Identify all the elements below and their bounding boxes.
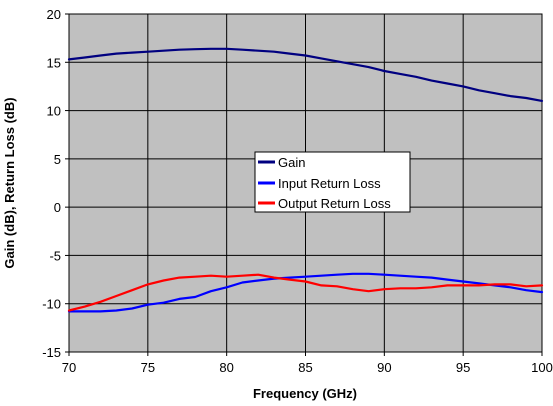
y-tick-label: 0 <box>54 200 61 215</box>
series-line-gain <box>67 47 544 103</box>
series-lines <box>67 47 544 313</box>
y-axis-title: Gain (dB), Return Loss (dB) <box>2 97 17 268</box>
legend-label-output-return-loss: Output Return Loss <box>278 196 391 211</box>
series-line-output-return-loss <box>67 273 544 312</box>
legend-label-gain: Gain <box>278 155 305 170</box>
y-tick-label: -5 <box>49 248 61 263</box>
x-tick-label: 95 <box>456 360 470 375</box>
legend-box <box>254 151 411 213</box>
legend-label-input-return-loss: Input Return Loss <box>278 176 381 191</box>
x-tick-label: 80 <box>219 360 233 375</box>
y-tick-label: 20 <box>47 7 61 22</box>
x-tick-label: 70 <box>62 360 76 375</box>
y-tick-label: 5 <box>54 152 61 167</box>
x-tick-label: 75 <box>141 360 155 375</box>
y-tick-label: 10 <box>47 104 61 119</box>
x-tick-label: 90 <box>377 360 391 375</box>
legend: Gain Input Return Loss Output Return Los… <box>254 151 411 213</box>
y-tick-label: 15 <box>47 55 61 70</box>
x-tick-label: 85 <box>298 360 312 375</box>
y-tick-label: -15 <box>42 345 61 360</box>
axis-ticks: 70 75 80 85 90 95 100 -15 -10 -5 0 5 10 15 20 <box>42 7 553 375</box>
series-line-input-return-loss <box>67 272 544 313</box>
x-tick-label: 100 <box>531 360 553 375</box>
y-tick-label: -10 <box>42 297 61 312</box>
x-axis-title: Frequency (GHz) <box>253 386 357 401</box>
